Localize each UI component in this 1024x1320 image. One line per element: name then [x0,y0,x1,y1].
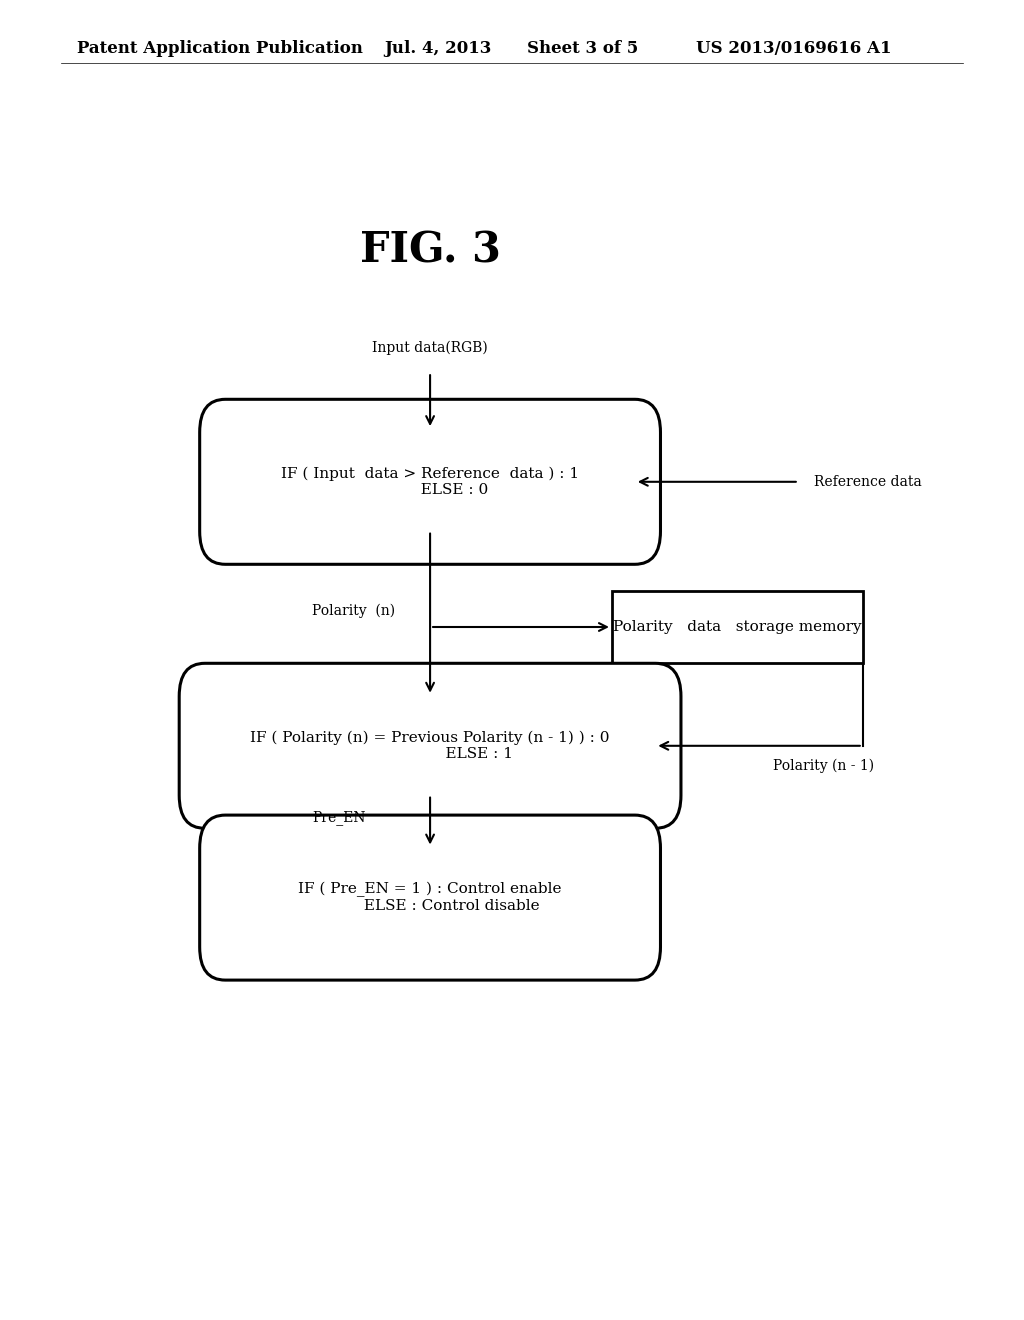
Text: Input data(RGB): Input data(RGB) [372,341,488,355]
Text: IF ( Pre_EN = 1 ) : Control enable
         ELSE : Control disable: IF ( Pre_EN = 1 ) : Control enable ELSE … [298,882,562,913]
FancyBboxPatch shape [200,399,660,565]
Text: Jul. 4, 2013: Jul. 4, 2013 [384,41,492,57]
Text: IF ( Input  data > Reference  data ) : 1
          ELSE : 0: IF ( Input data > Reference data ) : 1 E… [281,466,580,498]
Text: US 2013/0169616 A1: US 2013/0169616 A1 [696,41,892,57]
Text: FIG. 3: FIG. 3 [359,230,501,272]
Text: Polarity (n - 1): Polarity (n - 1) [773,759,874,772]
Text: Polarity  (n): Polarity (n) [312,605,395,618]
Text: Reference data: Reference data [814,475,922,488]
Bar [611,590,862,663]
Text: Polarity   data   storage memory: Polarity data storage memory [613,620,861,634]
Text: Pre_EN: Pre_EN [312,809,366,825]
FancyBboxPatch shape [179,663,681,829]
Text: IF ( Polarity (n) = Previous Polarity (n - 1) ) : 0
                    ELSE : 1: IF ( Polarity (n) = Previous Polarity (n… [250,730,610,762]
Text: Sheet 3 of 5: Sheet 3 of 5 [527,41,639,57]
FancyBboxPatch shape [200,814,660,979]
Text: Patent Application Publication: Patent Application Publication [77,41,362,57]
